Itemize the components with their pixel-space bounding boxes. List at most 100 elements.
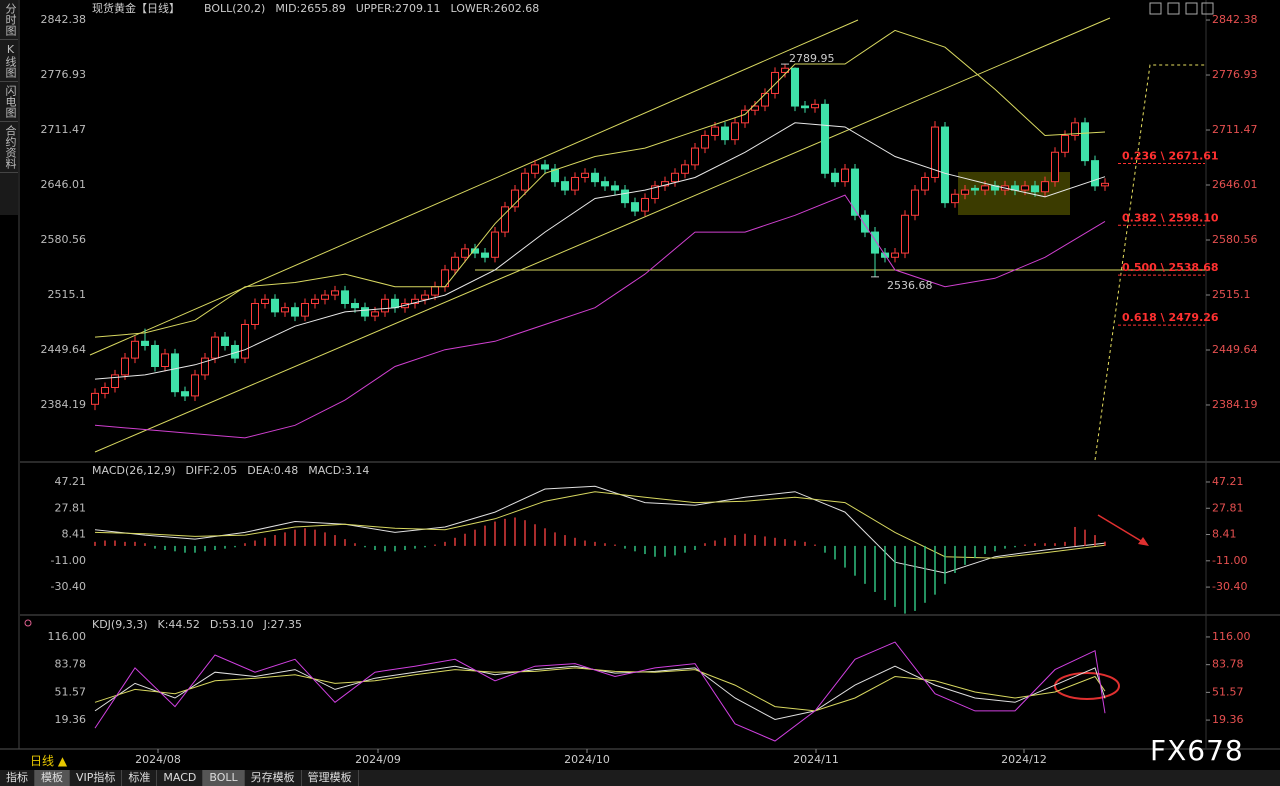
toolbar-button[interactable]: 分时图: [0, 0, 18, 40]
candle-body: [611, 185, 619, 191]
candle-body: [691, 147, 699, 166]
candle-body: [301, 302, 309, 317]
fib-label: 0.500 \ 2538.68: [1122, 261, 1219, 274]
legend-entry: KDJ(9,3,3): [92, 618, 148, 631]
y-tick-label: 2580.56: [1212, 233, 1258, 246]
channel-line: [89, 19, 859, 356]
y-tick-label: -30.40: [1212, 580, 1247, 593]
y-tick-label: 2776.93: [41, 68, 87, 81]
indicator-line: [94, 29, 1106, 338]
tab[interactable]: 管理模板: [302, 770, 359, 786]
x-tick-label: 2024/12: [1001, 753, 1047, 766]
y-tick-label: 2842.38: [41, 13, 87, 26]
candle-body: [171, 353, 179, 393]
fib-label: 0.382 \ 2598.10: [1122, 211, 1219, 224]
candle-body: [451, 256, 459, 271]
icon[interactable]: [1185, 2, 1198, 15]
toolbar-button[interactable]: 闪电图: [0, 82, 18, 122]
icon[interactable]: [1149, 2, 1162, 15]
tab[interactable]: 指标: [0, 770, 35, 786]
candle-body: [841, 168, 849, 183]
y-tick-label: 83.78: [55, 658, 87, 671]
candle-body: [361, 307, 369, 317]
legend-entry: BOLL(20,2): [204, 2, 265, 15]
candle-body: [221, 336, 229, 346]
x-tick-label: 2024/08: [135, 753, 181, 766]
tab[interactable]: MACD: [157, 770, 204, 786]
candle-body: [911, 189, 919, 216]
y-tick-label: 8.41: [62, 528, 87, 541]
icon[interactable]: [1167, 2, 1180, 15]
candle-body: [181, 391, 189, 397]
candle-body: [381, 298, 389, 313]
highlight-ellipse: [1054, 672, 1120, 700]
period-selector[interactable]: 日线 ▲: [30, 754, 68, 768]
candle-body: [1101, 182, 1109, 187]
candle-body: [481, 252, 489, 258]
candle-body: [291, 307, 299, 317]
legend-entry: DIFF:2.05: [186, 464, 238, 477]
candle-body: [601, 181, 609, 187]
candle-body: [621, 189, 629, 204]
candle-body: [761, 92, 769, 107]
y-tick-label: -11.00: [51, 554, 86, 567]
candle-body: [1081, 122, 1089, 162]
candle-body: [941, 126, 949, 204]
candle-body: [811, 103, 819, 109]
tab[interactable]: 另存模板: [245, 770, 302, 786]
tab[interactable]: BOLL: [203, 770, 245, 786]
y-tick-label: -30.40: [51, 580, 86, 593]
tab[interactable]: VIP指标: [70, 770, 123, 786]
candle-body: [501, 206, 509, 233]
candle-body: [111, 374, 119, 388]
candle-body: [671, 172, 679, 183]
candle-body: [421, 294, 429, 300]
indicator-line: [94, 194, 1106, 439]
indicator-line: [94, 641, 1106, 742]
y-tick-label: 2776.93: [1212, 68, 1258, 81]
arrow: [1097, 514, 1147, 545]
y-tick-label: 19.36: [1212, 713, 1244, 726]
legend-entry: 现货黄金【日线】: [92, 1, 180, 15]
y-tick-label: 27.81: [1212, 501, 1244, 514]
candle-body: [1021, 185, 1029, 191]
toolbar-button[interactable]: 合约资料: [0, 122, 18, 173]
icon[interactable]: [1201, 2, 1214, 15]
legend-entry: MID:2655.89: [275, 2, 345, 15]
candle-body: [931, 126, 939, 178]
candle-body: [821, 103, 829, 174]
candle-body: [371, 311, 379, 317]
candle-body: [141, 340, 149, 346]
legend-entry: D:53.10: [210, 618, 254, 631]
toolbar-button[interactable]: K线图: [0, 40, 18, 82]
y-tick-label: 2711.47: [41, 123, 87, 136]
candle-body: [901, 214, 909, 254]
candle-body: [281, 307, 289, 313]
candle-body: [561, 181, 569, 191]
legend-entry: K:44.52: [158, 618, 200, 631]
x-tick-label: 2024/09: [355, 753, 401, 766]
x-tick-label: 2024/11: [793, 753, 839, 766]
candle-body: [201, 357, 209, 376]
candle-body: [631, 202, 639, 212]
indicator-line: [94, 491, 1106, 559]
indicator-line: [94, 665, 1106, 721]
candle-body: [641, 197, 649, 212]
extreme-label: 2789.95: [789, 52, 835, 65]
tab[interactable]: 模板: [35, 770, 70, 786]
candle-body: [1051, 151, 1059, 183]
candle-body: [721, 126, 729, 141]
candle-body: [541, 164, 549, 170]
fib-label: 0.618 \ 2479.26: [1122, 311, 1219, 324]
candle-body: [321, 294, 329, 300]
tab[interactable]: 标准: [122, 770, 158, 786]
candle-body: [391, 298, 399, 309]
candle-body: [921, 176, 929, 191]
candle-body: [791, 67, 799, 107]
indicator-line: [94, 667, 1106, 712]
candle-body: [1071, 122, 1079, 136]
legend-entry: MACD:3.14: [308, 464, 369, 477]
y-tick-label: -11.00: [1212, 554, 1247, 567]
candle-body: [861, 214, 869, 233]
toolbar: 分时图 K线图 闪电图 合约资料: [0, 0, 18, 215]
